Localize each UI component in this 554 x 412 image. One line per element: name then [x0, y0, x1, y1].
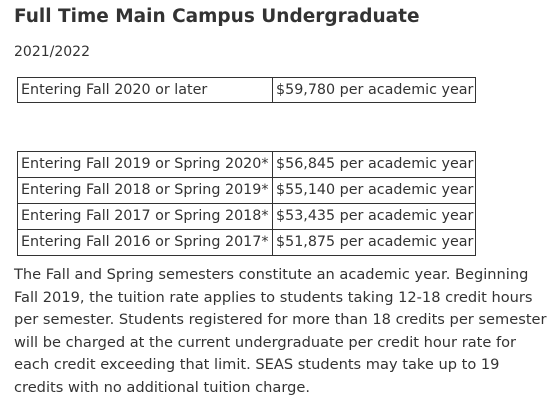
tuition-rate-cell: $55,140 per academic year: [271, 177, 477, 204]
tuition-rate-cell: $53,435 per academic year: [271, 203, 477, 230]
entry-term-cell: Entering Fall 2016 or Spring 2017*: [17, 229, 273, 256]
tuition-rate-cell: $56,845 per academic year: [271, 151, 477, 178]
table-row: Entering Fall 2020 or later $59,780 per …: [17, 77, 477, 103]
tuition-rate-cell: $51,875 per academic year: [271, 229, 477, 256]
entry-term-cell: Entering Fall 2017 or Spring 2018*: [17, 203, 273, 230]
entry-term-cell: Entering Fall 2018 or Spring 2019*: [17, 177, 273, 204]
tuition-policy-note: The Fall and Spring semesters constitute…: [14, 266, 547, 396]
current-tuition-table: Entering Fall 2020 or later $59,780 per …: [17, 77, 477, 103]
table-row: Entering Fall 2016 or Spring 2017* $51,8…: [17, 229, 477, 256]
table-row: Entering Fall 2018 or Spring 2019* $55,1…: [17, 177, 477, 204]
tuition-rate-cell: $59,780 per academic year: [271, 77, 477, 103]
academic-year: 2021/2022: [14, 44, 90, 60]
table-row: Entering Fall 2017 or Spring 2018* $53,4…: [17, 203, 477, 230]
entry-term-cell: Entering Fall 2020 or later: [17, 77, 273, 103]
table-row: Entering Fall 2019 or Spring 2020* $56,8…: [17, 151, 477, 178]
page-title: Full Time Main Campus Undergraduate: [14, 6, 420, 27]
entry-term-cell: Entering Fall 2019 or Spring 2020*: [17, 151, 273, 178]
prior-tuition-table: Entering Fall 2019 or Spring 2020* $56,8…: [17, 151, 477, 256]
